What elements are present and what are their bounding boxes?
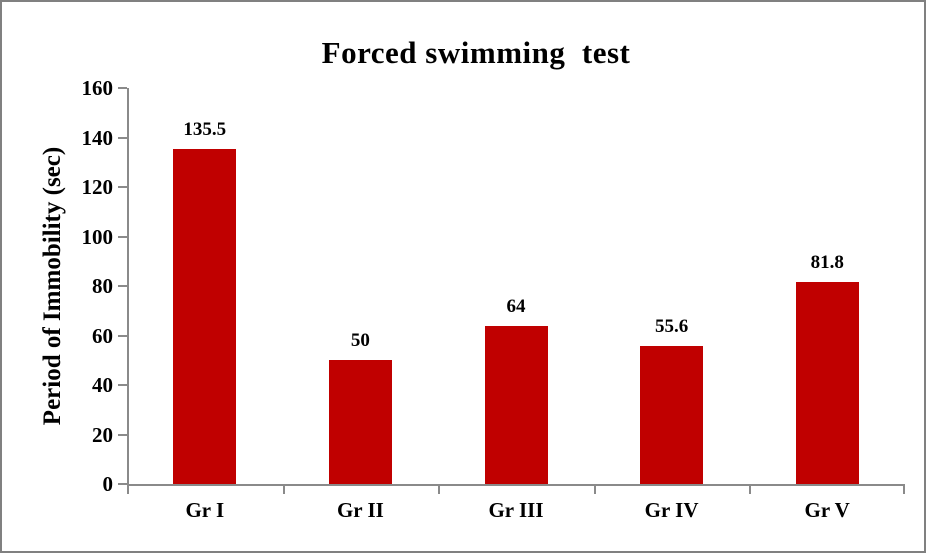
y-tick-mark-160 xyxy=(118,87,127,89)
y-tick-mark-120 xyxy=(118,186,127,188)
y-tick-mark-140 xyxy=(118,136,127,139)
y-tick-label-80: 80 xyxy=(92,274,113,298)
bar-gr-v xyxy=(795,281,859,484)
y-tick-label-160: 160 xyxy=(81,76,114,100)
y-tick-label-120: 120 xyxy=(81,175,114,199)
x-category-label-gr-iv: Gr IV xyxy=(644,498,699,522)
x-tick-mark-3 xyxy=(593,484,596,494)
x-category-label-gr-iii: Gr III xyxy=(488,498,544,522)
y-tick-mark-100 xyxy=(118,235,127,238)
y-tick-mark-40 xyxy=(118,384,127,386)
value-label-gr-i: 135.5 xyxy=(183,118,227,140)
chart-title: Forced swimming test xyxy=(321,35,631,70)
y-tick-mark-80 xyxy=(118,285,127,287)
x-tick-mark-2 xyxy=(438,484,441,494)
value-label-gr-ii: 50 xyxy=(350,330,370,352)
bar-gr-iii xyxy=(484,325,548,484)
y-tick-mark-60 xyxy=(118,334,127,337)
y-axis-line xyxy=(127,88,129,490)
y-tick-mark-20 xyxy=(118,433,127,436)
x-tick-mark-5 xyxy=(903,484,905,494)
y-tick-label-140: 140 xyxy=(81,125,114,150)
x-category-label-gr-v: Gr V xyxy=(804,498,850,522)
x-tick-mark-1 xyxy=(282,484,285,494)
bar-gr-i xyxy=(173,148,237,484)
value-label-gr-iii: 64 xyxy=(506,295,526,317)
value-label-gr-v: 81.8 xyxy=(810,251,844,273)
y-tick-label-20: 20 xyxy=(92,422,113,447)
plot-area: 0 20 40 60 80 100 120 140 160 135.5 Gr I 50 Gr II 64 G… xyxy=(82,76,905,522)
y-tick-label-60: 60 xyxy=(92,323,113,348)
y-tick-mark-0 xyxy=(118,483,127,485)
x-axis-line xyxy=(127,484,905,486)
value-label-gr-iv: 55.6 xyxy=(654,316,689,338)
x-category-label-gr-i: Gr I xyxy=(185,498,225,522)
y-tick-label-0: 0 xyxy=(102,472,114,496)
y-axis-title: Period of Immobility (sec) xyxy=(39,146,66,426)
y-tick-label-40: 40 xyxy=(92,373,113,397)
x-tick-mark-0 xyxy=(127,484,129,494)
bar-gr-ii xyxy=(328,360,392,484)
x-category-label-gr-ii: Gr II xyxy=(336,498,384,522)
bar-gr-iv xyxy=(640,346,704,484)
x-tick-mark-4 xyxy=(749,484,752,494)
y-tick-label-100: 100 xyxy=(81,224,114,249)
